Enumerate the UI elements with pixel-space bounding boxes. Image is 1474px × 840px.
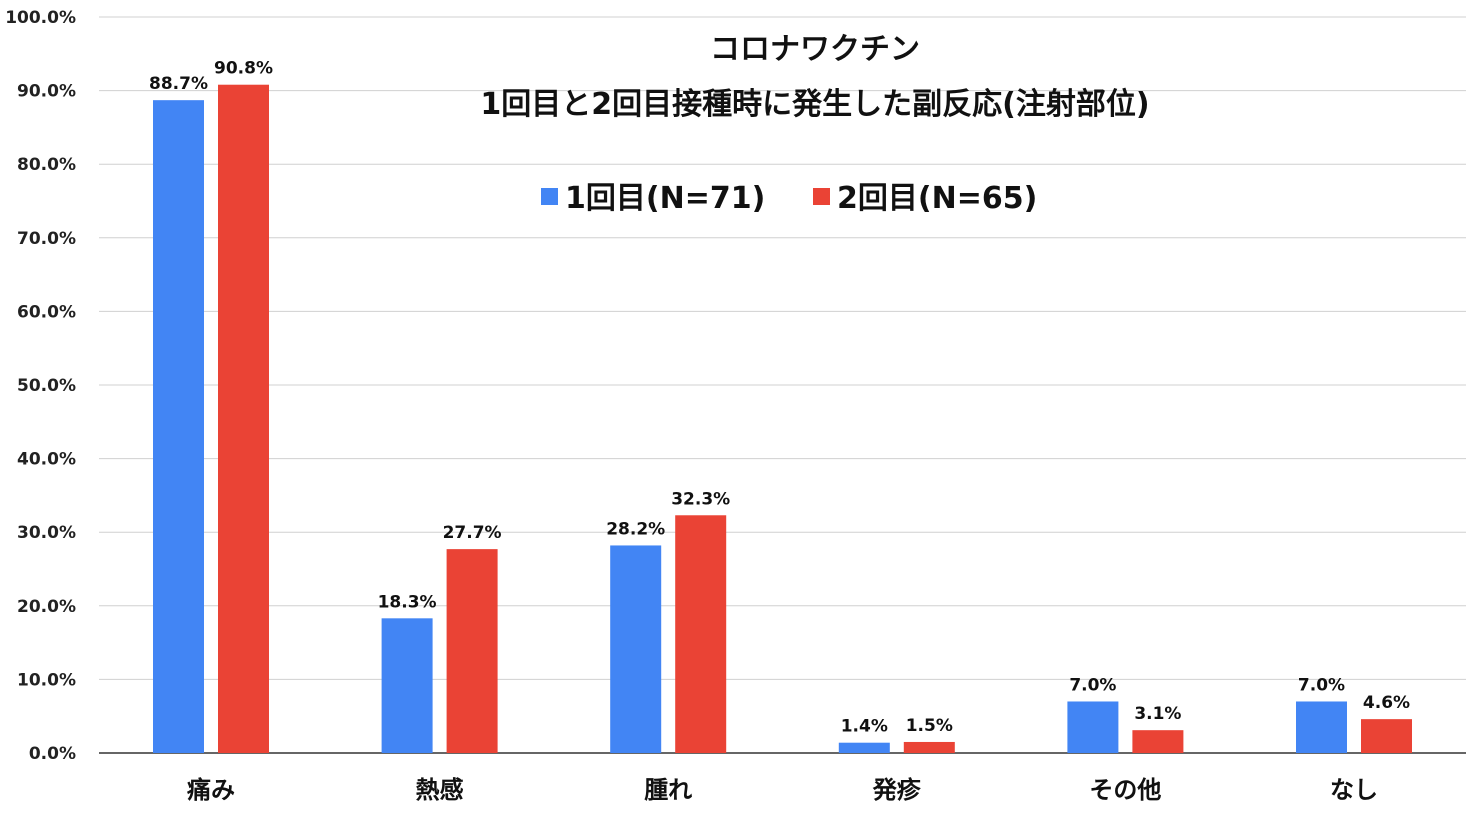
bar-series-1 <box>610 545 662 753</box>
data-label: 1.4% <box>841 717 888 737</box>
x-category-label: 痛み <box>187 776 235 804</box>
data-label: 7.0% <box>1069 675 1116 695</box>
bar-series-1 <box>838 742 890 753</box>
data-label: 4.6% <box>1363 693 1410 713</box>
legend-swatch-series-2 <box>813 188 830 205</box>
x-category-label: 熱感 <box>416 776 464 804</box>
y-tick-label: 0.0% <box>29 744 76 764</box>
y-tick-label: 20.0% <box>17 597 76 617</box>
chart-title-line-1: コロナワクチン <box>710 32 920 67</box>
x-category-label: その他 <box>1089 776 1161 804</box>
y-tick-label: 60.0% <box>17 302 76 322</box>
y-tick-label: 70.0% <box>17 229 76 249</box>
bar-series-1 <box>1067 701 1119 753</box>
bar-series-2 <box>446 549 498 753</box>
x-category-label: 発疹 <box>872 776 922 804</box>
bar-series-1 <box>1296 701 1347 753</box>
y-tick-label: 10.0% <box>17 670 76 690</box>
bar-series-1 <box>153 100 204 754</box>
x-category-label: なし <box>1330 776 1378 804</box>
data-label: 88.7% <box>149 74 208 94</box>
data-label: 7.0% <box>1298 675 1345 695</box>
data-label: 90.8% <box>214 59 273 79</box>
x-axis-categories: 痛み 熱感 腫れ 発疹 その他 なし <box>187 776 1378 804</box>
data-label: 1.5% <box>906 716 953 736</box>
chart-title: コロナワクチン 1回目と2回目接種時に発生した副反応(注射部位) <box>480 32 1149 122</box>
legend-label-series-1: 1回目(N=71) <box>565 181 765 216</box>
bar-series-2 <box>1361 719 1412 753</box>
bar-series-2 <box>903 741 955 753</box>
gridlines <box>99 16 1466 754</box>
data-label: 3.1% <box>1134 704 1181 724</box>
bar-series-2 <box>675 515 727 753</box>
legend-label-series-2: 2回目(N=65) <box>837 181 1037 216</box>
y-tick-label: 50.0% <box>17 376 76 396</box>
bar-series-1 <box>381 618 433 753</box>
y-tick-label: 30.0% <box>17 523 76 543</box>
data-label: 27.7% <box>443 523 502 543</box>
y-tick-label: 40.0% <box>17 450 76 470</box>
data-label: 32.3% <box>671 489 730 509</box>
legend: 1回目(N=71) 2回目(N=65) <box>541 181 1037 216</box>
chart-title-line-2: 1回目と2回目接種時に発生した副反応(注射部位) <box>480 87 1149 122</box>
bar-series-2 <box>218 84 269 754</box>
y-tick-label: 80.0% <box>17 155 76 175</box>
y-axis-ticks: 0.0% 10.0% 20.0% 30.0% 40.0% 50.0% 60.0% 70.0% 8… <box>5 8 76 764</box>
x-category-label: 腫れ <box>644 776 692 804</box>
y-tick-label: 90.0% <box>17 82 76 102</box>
bar-series-2 <box>1132 730 1184 753</box>
data-label: 18.3% <box>378 592 437 612</box>
y-tick-label: 100.0% <box>5 8 76 28</box>
bars <box>153 84 1412 754</box>
legend-swatch-series-1 <box>541 188 558 205</box>
data-labels: 88.7% 90.8% 18.3% 27.7% 28.2% 32.3% 1.4% 1.5% 7.… <box>149 59 1410 737</box>
data-label: 28.2% <box>606 519 665 539</box>
